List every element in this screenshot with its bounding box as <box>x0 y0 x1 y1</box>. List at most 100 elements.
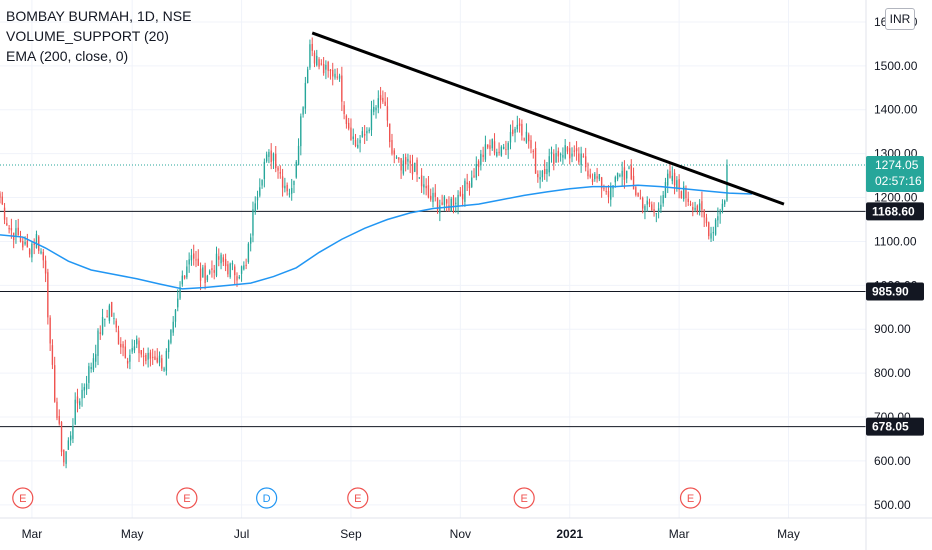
candle-body <box>466 182 468 185</box>
level-price-tag <box>866 417 924 436</box>
currency-button[interactable]: INR <box>885 8 915 30</box>
candle-body <box>676 180 678 189</box>
candle-body <box>279 172 281 174</box>
candle-body <box>250 237 252 244</box>
candle-body <box>145 354 147 362</box>
current-price-label: 1274.05 <box>875 158 919 172</box>
candle-body <box>502 146 505 149</box>
time-tick-label: Mar <box>669 527 690 541</box>
candle-body <box>99 332 101 334</box>
candle-body <box>708 222 710 237</box>
candle-body <box>370 109 373 131</box>
candle-body <box>154 356 156 360</box>
candle-body <box>703 210 705 218</box>
candle-body <box>464 180 466 202</box>
candle-body <box>487 144 489 148</box>
candle-body <box>420 175 423 187</box>
candle-body <box>639 198 642 200</box>
candle-body <box>589 174 591 178</box>
candle-body <box>363 133 366 136</box>
candle-body <box>400 158 402 171</box>
candle-body <box>238 277 240 279</box>
candle-body <box>537 173 539 178</box>
event-marker[interactable] <box>679 487 702 509</box>
indicator-ema[interactable]: EMA (200, close, 0) <box>6 48 129 64</box>
candle-body <box>596 176 598 179</box>
candle-body <box>562 155 564 158</box>
event-marker[interactable] <box>12 487 34 509</box>
candle-body <box>329 69 332 72</box>
event-marker-label: E <box>183 493 190 505</box>
candle-body <box>152 356 154 358</box>
candle-body <box>550 151 553 155</box>
candle-body <box>580 153 582 166</box>
candle-body <box>628 167 630 169</box>
candle-body <box>92 358 95 370</box>
trendline[interactable] <box>311 31 785 206</box>
candle-body <box>51 345 54 365</box>
candle-body <box>313 52 316 64</box>
candle-body <box>259 187 261 196</box>
event-marker[interactable] <box>256 487 278 509</box>
candle-body <box>140 350 142 355</box>
event-marker[interactable] <box>347 487 369 509</box>
candle-body <box>295 161 297 178</box>
candle-body <box>268 152 270 157</box>
candle-body <box>692 206 694 210</box>
candle-body <box>188 259 190 265</box>
candle-body <box>614 177 616 183</box>
candle-body <box>605 190 607 192</box>
price-tick-label: 800.00 <box>874 366 911 380</box>
candle-body <box>325 64 327 70</box>
candle-body <box>724 200 726 205</box>
candle-body <box>575 148 578 152</box>
candle-body <box>662 195 664 204</box>
candle-body <box>193 253 195 259</box>
candle-body <box>386 106 389 121</box>
candle-body <box>439 205 441 214</box>
candle-body <box>555 152 557 163</box>
candle-body <box>272 153 275 161</box>
time-tick-label: Sep <box>340 527 362 541</box>
candle-body <box>149 352 152 359</box>
candle-body <box>158 355 161 363</box>
candle-body <box>24 241 26 245</box>
candle-body <box>263 161 266 180</box>
event-marker[interactable] <box>176 487 198 509</box>
candle-body <box>678 179 680 190</box>
candle-body <box>74 399 76 425</box>
candle-body <box>361 131 364 138</box>
candle-body <box>566 147 569 152</box>
indicator-volume-support[interactable]: VOLUME_SUPPORT (20) <box>6 28 169 44</box>
candle-body <box>161 358 163 369</box>
candle-body <box>594 173 596 180</box>
candle-body <box>320 63 323 65</box>
candle-body <box>651 204 653 211</box>
candle-body <box>582 156 585 158</box>
candle-body <box>496 151 498 157</box>
candle-body <box>247 243 250 263</box>
event-marker[interactable] <box>513 487 535 509</box>
candle-body <box>712 232 714 234</box>
candle-body <box>404 157 407 165</box>
candle-body <box>190 255 193 261</box>
candle-body <box>532 150 534 152</box>
price-tick-label: 1400.00 <box>874 103 918 117</box>
candle-body <box>418 177 421 179</box>
descending-trendline[interactable] <box>311 31 785 206</box>
candle-body <box>15 228 17 237</box>
candle-body <box>573 150 575 152</box>
event-marker-label: E <box>687 493 694 505</box>
time-tick-label: Jul <box>234 527 249 541</box>
candle-body <box>170 329 172 343</box>
candle-body <box>660 204 662 210</box>
candle-body <box>468 183 471 189</box>
candle-body <box>316 55 318 66</box>
candle-body <box>402 160 405 174</box>
candle-body <box>357 144 359 148</box>
candle-body <box>498 151 500 153</box>
candle-body <box>222 257 225 262</box>
candle-body <box>108 305 111 321</box>
